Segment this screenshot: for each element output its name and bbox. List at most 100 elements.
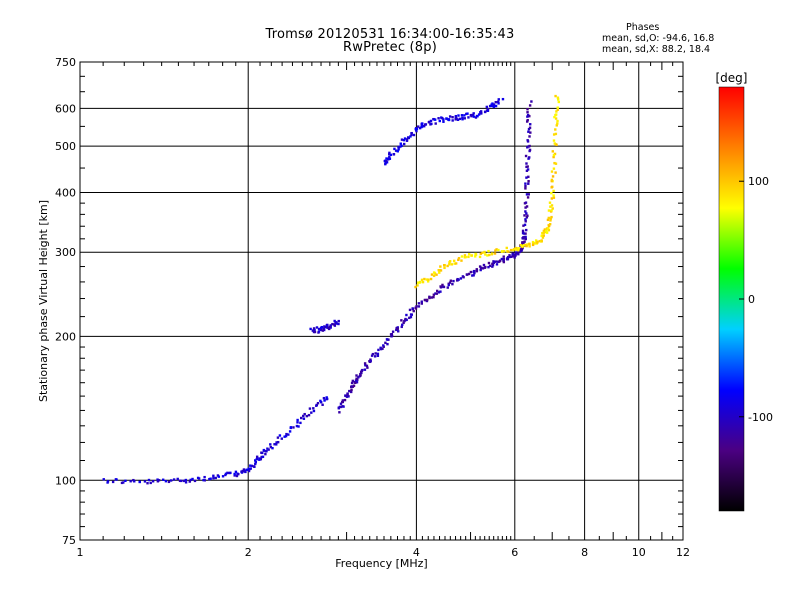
data-point	[491, 102, 494, 105]
data-point	[432, 274, 436, 278]
data-point	[552, 194, 555, 197]
data-point	[415, 129, 418, 133]
data-point	[249, 464, 252, 467]
data-point	[363, 368, 367, 371]
data-point	[497, 98, 500, 101]
data-point	[554, 113, 558, 116]
data-point	[553, 161, 556, 165]
data-point	[212, 477, 215, 480]
data-point	[371, 352, 375, 356]
phases-o-stats: mean, sd,O: -94.6, 16.8	[602, 33, 715, 44]
data-point	[486, 107, 490, 111]
data-point	[217, 475, 221, 478]
data-point	[405, 139, 409, 142]
data-point	[164, 480, 168, 483]
data-point	[254, 459, 257, 462]
data-point	[545, 227, 549, 230]
data-point	[506, 255, 510, 259]
data-point	[443, 266, 446, 270]
data-point	[434, 122, 437, 125]
data-point	[466, 112, 469, 115]
data-point	[167, 480, 171, 484]
data-point	[363, 362, 367, 365]
data-point	[502, 259, 505, 262]
data-point	[255, 455, 259, 458]
data-point	[325, 396, 328, 399]
data-point	[527, 193, 530, 196]
data-point	[302, 414, 305, 418]
data-point	[416, 284, 419, 287]
y-tick-label: 500	[55, 140, 76, 153]
data-point	[527, 182, 530, 185]
data-point	[524, 154, 528, 158]
data-point	[196, 476, 200, 480]
data-point	[249, 467, 252, 470]
data-point	[321, 403, 324, 406]
data-point	[528, 245, 531, 248]
data-point	[494, 101, 497, 104]
data-point	[540, 234, 543, 238]
data-point	[525, 176, 528, 179]
data-point	[483, 110, 487, 114]
data-point	[515, 248, 518, 251]
data-point	[254, 462, 257, 466]
data-point	[474, 255, 477, 258]
data-point	[477, 113, 481, 116]
data-point	[310, 411, 313, 414]
data-point	[323, 399, 326, 402]
data-point	[529, 131, 532, 134]
data-point	[461, 118, 464, 121]
data-point	[557, 100, 561, 104]
data-point	[409, 135, 412, 138]
data-point	[439, 285, 442, 288]
data-point	[423, 123, 427, 126]
data-point	[556, 122, 559, 125]
data-point	[513, 256, 516, 259]
data-point	[532, 242, 535, 245]
data-point	[452, 279, 455, 283]
data-point	[439, 269, 443, 272]
data-point	[287, 433, 290, 436]
data-point	[283, 435, 286, 438]
data-point	[307, 413, 311, 417]
data-point	[523, 214, 526, 217]
data-point	[379, 347, 383, 351]
data-point	[403, 319, 406, 323]
data-point	[475, 268, 478, 271]
data-point	[396, 327, 399, 331]
data-point	[260, 455, 263, 459]
data-point	[189, 478, 192, 482]
data-point	[446, 286, 449, 289]
data-point	[556, 96, 560, 99]
data-point	[448, 260, 452, 263]
data-point	[275, 441, 278, 444]
data-point	[470, 254, 474, 257]
data-point	[420, 300, 423, 303]
data-point	[247, 467, 250, 470]
data-point	[543, 230, 547, 234]
data-point	[335, 322, 338, 325]
data-point	[157, 479, 161, 482]
data-point	[339, 405, 343, 409]
data-point	[491, 262, 494, 265]
data-point	[334, 321, 338, 324]
data-point	[552, 189, 555, 193]
grid	[80, 62, 683, 540]
data-point	[437, 291, 441, 294]
data-point	[295, 424, 299, 428]
data-point	[552, 196, 556, 199]
data-point	[505, 257, 509, 260]
data-point	[507, 250, 510, 253]
data-point	[355, 377, 358, 380]
data-point	[526, 196, 530, 199]
data-point	[525, 169, 529, 172]
data-point	[410, 132, 413, 135]
data-point	[417, 125, 420, 128]
data-point	[414, 307, 418, 310]
data-point	[524, 182, 527, 185]
data-point	[176, 477, 179, 481]
data-point	[524, 187, 527, 190]
data-point	[526, 118, 529, 122]
data-point	[550, 191, 553, 195]
data-point	[337, 319, 340, 323]
